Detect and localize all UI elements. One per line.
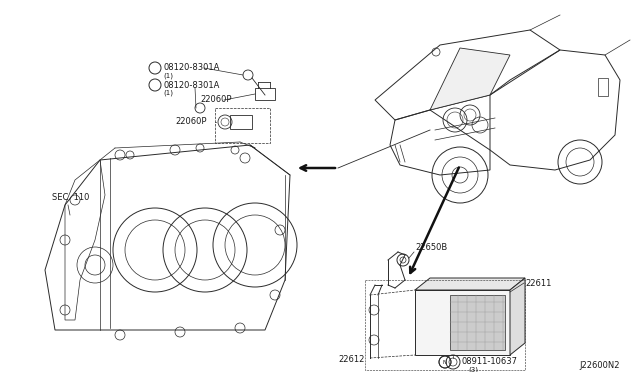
Text: J22600N2: J22600N2 [579,360,620,369]
Bar [255,88,275,100]
Polygon shape [415,278,525,290]
Text: 22060P: 22060P [175,118,207,126]
Bar [230,115,252,129]
Text: 08120-8301A: 08120-8301A [163,80,220,90]
Bar [450,295,505,350]
Text: (1): (1) [163,73,173,79]
Polygon shape [430,48,510,110]
Text: N: N [443,359,447,365]
Text: 08120-8301A: 08120-8301A [163,64,220,73]
Text: (3): (3) [468,367,478,372]
Text: 22611: 22611 [525,279,552,288]
Text: SEC. 110: SEC. 110 [52,193,90,202]
Polygon shape [510,278,525,355]
Text: 22612: 22612 [339,356,365,365]
Bar [365,280,525,370]
Text: 22060P: 22060P [200,96,232,105]
Text: 08911-10637: 08911-10637 [461,357,517,366]
Text: 22650B: 22650B [415,244,447,253]
Bar [415,290,510,355]
Bar [215,108,270,143]
Bar [598,78,608,96]
Text: (1): (1) [163,90,173,96]
